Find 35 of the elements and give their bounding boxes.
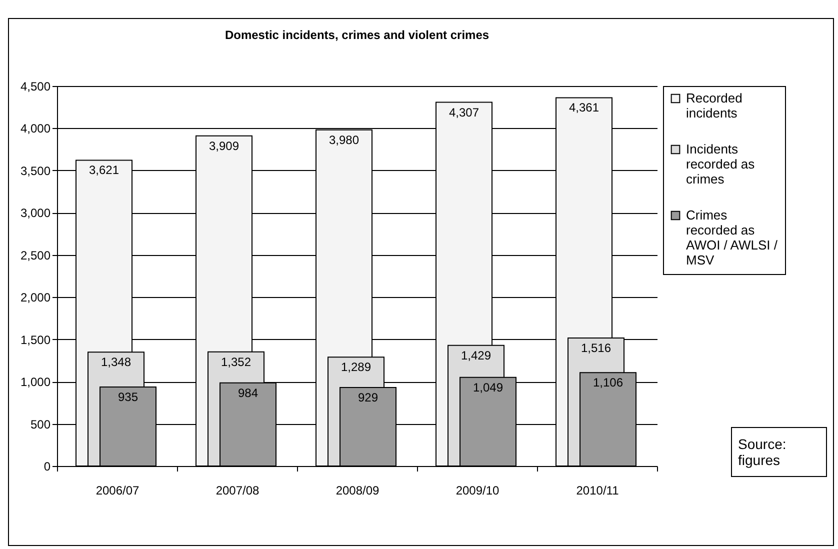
y-tick-label: 4,000 — [20, 122, 51, 136]
data-label: 1,106 — [592, 376, 624, 390]
chart-title: Domestic incidents, crimes and violent crimes — [224, 28, 490, 42]
data-label: 1,352 — [220, 354, 252, 369]
data-label: 3,980 — [328, 132, 360, 147]
data-label: 4,361 — [568, 100, 600, 115]
x-tick-label: 2010/11 — [576, 484, 620, 498]
x-tick-label: 2006/07 — [96, 484, 140, 498]
x-tick-label: 2007/08 — [216, 484, 260, 498]
data-label: 1,049 — [472, 380, 504, 394]
y-tick-label: 500 — [30, 417, 51, 432]
y-tick-label: 1,500 — [20, 332, 51, 347]
y-tick-label: 3,000 — [20, 206, 51, 220]
y-tick-label: 2,500 — [20, 248, 51, 262]
data-label: 1,516 — [580, 340, 612, 355]
data-label: 984 — [238, 386, 258, 400]
source-note: Source: figures — [731, 427, 827, 477]
data-label: 935 — [118, 390, 138, 404]
data-label: 1,348 — [100, 355, 132, 370]
data-label: 1,289 — [340, 360, 372, 374]
data-label: 3,621 — [88, 163, 120, 178]
x-tick-label: 2009/10 — [456, 484, 500, 498]
x-tick-label: 2008/09 — [336, 484, 380, 498]
y-tick-label: 4,500 — [20, 80, 51, 94]
legend-label: Incidents recorded as crimes — [686, 142, 756, 186]
y-tick-label: 1,000 — [20, 375, 51, 390]
y-tick-label: 2,000 — [20, 290, 51, 305]
y-tick-label: 0 — [44, 460, 51, 474]
legend-label: Recorded incidents — [686, 90, 742, 120]
legend-label: Crimes recorded as AWOI / AWLSI / MSV — [686, 208, 778, 268]
data-label: 1,429 — [460, 348, 492, 362]
data-label: 929 — [358, 390, 378, 405]
data-label: 3,909 — [208, 138, 240, 153]
y-tick-label: 3,500 — [20, 164, 51, 178]
data-label: 4,307 — [448, 105, 480, 120]
